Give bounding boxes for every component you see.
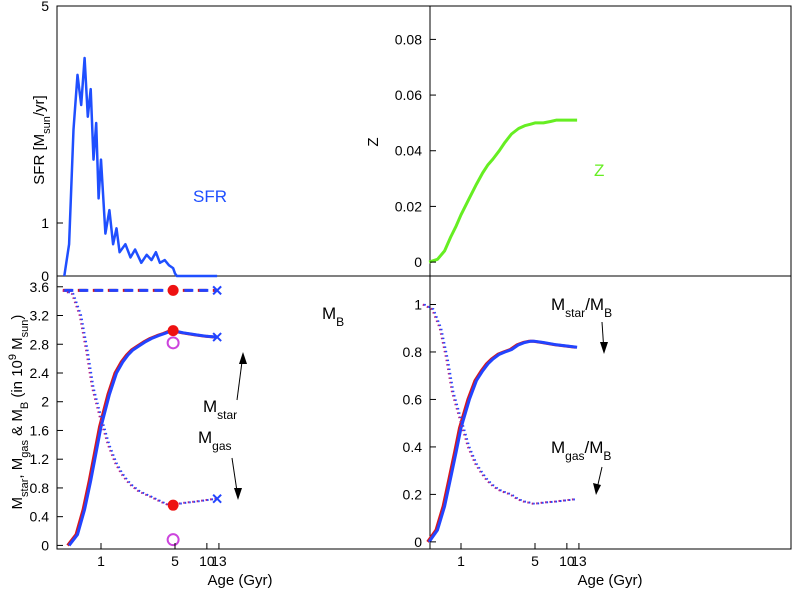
mstar-mb-arrow-head <box>600 342 608 354</box>
panel-bottom-right-frame <box>429 275 792 550</box>
blue-cross-marker <box>212 494 222 504</box>
x-tick-label: 5 <box>171 553 179 569</box>
y-tick-label: 1 <box>414 296 422 312</box>
y-tick-label: 1.2 <box>30 451 50 467</box>
y-tick-label: 0.02 <box>395 198 422 214</box>
series-m-star-m-b <box>427 339 578 543</box>
red-dot-marker <box>167 325 179 337</box>
y-tick-label: 0 <box>41 537 49 553</box>
y-tick-label: 0 <box>414 254 422 270</box>
x-tick-label: 13 <box>211 553 227 569</box>
mgas-arrow-head <box>234 488 242 500</box>
y-tick-label: 3.2 <box>30 308 50 324</box>
series-m-star <box>67 329 218 547</box>
series-underlay <box>62 289 216 507</box>
y-tick-label: 0.08 <box>395 31 422 47</box>
x-tick-label: 13 <box>571 553 587 569</box>
y-tick-label: 0 <box>41 268 49 284</box>
y-tick-label: 0.06 <box>395 87 422 103</box>
mstar-arrow-head <box>239 352 247 364</box>
panel-top-right-frame <box>429 5 792 277</box>
panel-bottom-left-frame <box>56 275 431 550</box>
magenta-circle-marker <box>166 533 180 547</box>
series-m-gas <box>63 289 218 507</box>
series-z <box>428 118 578 264</box>
magenta-circle-marker <box>166 336 180 350</box>
x-tick-label: 10 <box>199 553 215 569</box>
x-axis-title-left: Age (Gyr) <box>207 572 272 589</box>
z-annotation: Z <box>594 161 604 180</box>
series-underlay <box>66 329 216 547</box>
x-tick-label: 1 <box>457 553 465 569</box>
sfr-annotation: SFR <box>193 187 227 206</box>
mass-axis-title: Mstar, Mgas & MB (in 109 Msun) <box>7 315 31 510</box>
y-tick-label: 3.6 <box>30 279 50 295</box>
red-dot-marker <box>167 499 179 511</box>
y-tick-label: 0.8 <box>30 480 50 496</box>
sfr-axis-title: SFR [Msun/yr] <box>31 95 53 184</box>
z-axis-title: Z <box>365 137 382 146</box>
blue-cross-marker <box>212 285 222 296</box>
mstar-mb-annotation: Mstar/MB <box>551 295 612 320</box>
y-tick-label: 2.4 <box>30 365 50 381</box>
series-sfr <box>63 56 218 278</box>
y-tick-label: 0.4 <box>30 509 50 525</box>
y-tick-label: 0.2 <box>403 486 423 502</box>
y-tick-label: 0.4 <box>403 439 423 455</box>
x-axis-title-right: Age (Gyr) <box>577 572 642 589</box>
mstar-annotation: Mstar <box>203 397 237 422</box>
x-tick-label: 10 <box>559 553 575 569</box>
x-tick-label: 1 <box>97 553 105 569</box>
y-tick-label: 0.04 <box>395 143 422 159</box>
series-underlay <box>422 303 576 505</box>
x-tick-label: 5 <box>531 553 539 569</box>
mgas-mb-arrow-head <box>593 483 601 495</box>
mb-annotation: MB <box>322 304 344 329</box>
y-tick-label: 0 <box>414 534 422 550</box>
red-dot-marker <box>167 284 179 296</box>
mgas-annotation: Mgas <box>198 428 232 453</box>
y-tick-label: 0.8 <box>403 344 423 360</box>
y-tick-label: 2.8 <box>30 336 50 352</box>
y-tick-label: 1.6 <box>30 422 50 438</box>
y-tick-label: 1 <box>41 215 49 231</box>
y-tick-label: 2 <box>41 394 49 410</box>
series-m-gas-m-b <box>423 303 578 505</box>
blue-cross-marker <box>212 332 222 342</box>
mgas-mb-annotation: Mgas/MB <box>551 438 611 463</box>
y-tick-label: 0.6 <box>403 391 423 407</box>
y-tick-label: 5 <box>41 0 49 14</box>
